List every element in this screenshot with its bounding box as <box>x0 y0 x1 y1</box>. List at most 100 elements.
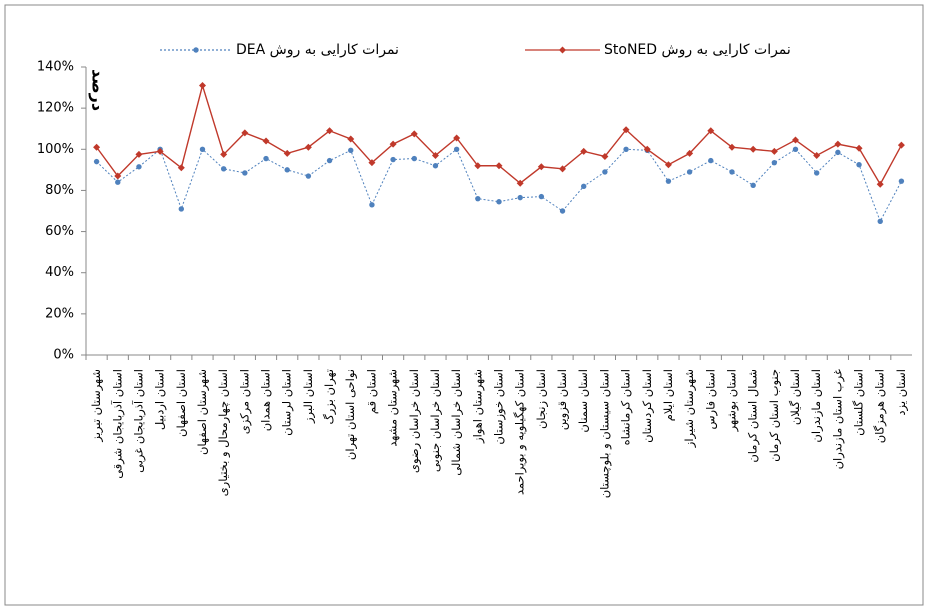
x-tick-label: استان کردستان <box>640 369 655 443</box>
x-tick-label: استان البرز <box>301 369 316 424</box>
data-point <box>750 182 756 188</box>
data-point <box>135 150 143 158</box>
data-point <box>834 140 842 148</box>
x-tick-label: استان یزد <box>894 369 909 416</box>
data-point <box>136 164 142 170</box>
x-tick-label: استان چهارمحال و بختیاری <box>216 369 231 496</box>
data-point <box>242 170 248 176</box>
y-tick-label: 40% <box>45 265 74 280</box>
data-point <box>602 169 608 175</box>
data-point <box>664 161 672 169</box>
data-point <box>516 179 524 187</box>
x-tick-label: استان کهگیلویه و بویراحمد <box>513 369 528 495</box>
y-axis-title: درصد <box>89 69 108 111</box>
data-point <box>792 146 799 152</box>
data-point <box>474 162 482 170</box>
data-point <box>559 165 567 173</box>
x-tick-label: استان همدان <box>259 369 273 431</box>
data-point <box>771 159 778 166</box>
data-point <box>707 127 715 135</box>
data-point <box>220 166 227 172</box>
legend-label: نمرات کارایی به روش StoNED <box>604 42 791 58</box>
data-point <box>496 199 502 205</box>
data-point <box>177 164 185 172</box>
data-point <box>665 178 672 184</box>
data-point <box>263 155 269 162</box>
x-tick-label: تهران بزرگ <box>322 369 337 425</box>
x-tick-label: استان ایلام <box>661 369 675 421</box>
data-point <box>686 169 693 175</box>
data-point <box>813 151 821 159</box>
data-point <box>390 156 396 163</box>
data-point <box>580 147 588 155</box>
data-point <box>348 147 354 154</box>
data-point <box>304 143 312 151</box>
data-point <box>792 136 800 144</box>
data-point <box>856 162 862 168</box>
x-tick-label: استان خراسان رضوی <box>407 369 422 473</box>
x-tick-label: استان مرکزی <box>237 369 252 434</box>
x-tick-label: استان گیلان <box>788 369 802 425</box>
data-point <box>199 146 206 152</box>
data-point <box>198 82 206 90</box>
data-point <box>623 146 629 152</box>
data-point <box>877 218 883 224</box>
x-tick-label: استان خراسان جنوبی <box>428 369 443 472</box>
x-tick-label: استان لرستان <box>280 369 295 436</box>
y-tick-label: 100% <box>37 142 74 157</box>
data-point <box>770 147 778 155</box>
data-point <box>835 149 841 156</box>
x-tick-label: شهرستان مشهد <box>386 369 401 447</box>
x-tick-label: استان قم <box>364 369 378 414</box>
x-tick-label: شهرستان اهواز <box>470 369 485 444</box>
x-tick-label: استان قزوین <box>555 369 570 430</box>
x-tick-label: استان گلستان <box>852 369 866 436</box>
data-point <box>347 135 355 143</box>
data-point <box>728 143 736 151</box>
data-point <box>114 172 122 180</box>
x-tick-label: استان سمنان <box>576 369 590 433</box>
data-point <box>538 193 545 200</box>
y-tick-label: 120% <box>37 101 74 116</box>
x-tick-label: غرب استان مازندران <box>830 369 845 469</box>
data-point <box>432 163 439 169</box>
data-point <box>601 152 609 160</box>
data-point <box>156 147 164 155</box>
x-tick-label: شهرستان شیراز <box>682 369 697 448</box>
x-tick-label: استان سیستان و بلوچستان <box>597 369 612 498</box>
data-point <box>453 134 461 142</box>
series-line <box>96 148 902 223</box>
y-tick-label: 140% <box>37 60 74 75</box>
x-tick-label: استان هرمزگان <box>873 369 888 443</box>
data-point <box>326 127 334 135</box>
data-point <box>241 129 249 137</box>
data-point <box>855 144 863 152</box>
x-tick-label: استان بوشهر <box>724 369 739 432</box>
data-point <box>475 195 481 202</box>
y-tick-label: 20% <box>45 306 74 321</box>
x-tick-label: استان آذربایجان شرقی <box>110 369 125 479</box>
x-tick-label: نواحی استان تهران <box>343 369 358 460</box>
data-point <box>495 162 503 170</box>
x-tick-label: شهرستان اصفهان <box>195 369 210 455</box>
data-point <box>559 208 566 214</box>
data-point <box>622 126 630 134</box>
data-point <box>178 206 185 212</box>
y-tick-label: 60% <box>45 224 74 239</box>
data-point <box>411 155 417 162</box>
legend-marker <box>559 46 566 54</box>
data-point <box>749 145 757 153</box>
data-point <box>368 159 376 167</box>
data-point <box>389 140 397 148</box>
legend-marker <box>193 47 199 53</box>
chart-border <box>4 4 924 606</box>
data-point <box>643 145 651 153</box>
data-point <box>284 167 290 173</box>
data-point <box>898 178 905 184</box>
data-point <box>537 163 545 171</box>
x-tick-label: استان زنجان <box>534 369 549 429</box>
x-tick-label: جنوب استان کرمان <box>767 369 782 462</box>
legend-label: نمرات کارایی به روش DEA <box>236 42 399 58</box>
data-point <box>708 157 714 164</box>
